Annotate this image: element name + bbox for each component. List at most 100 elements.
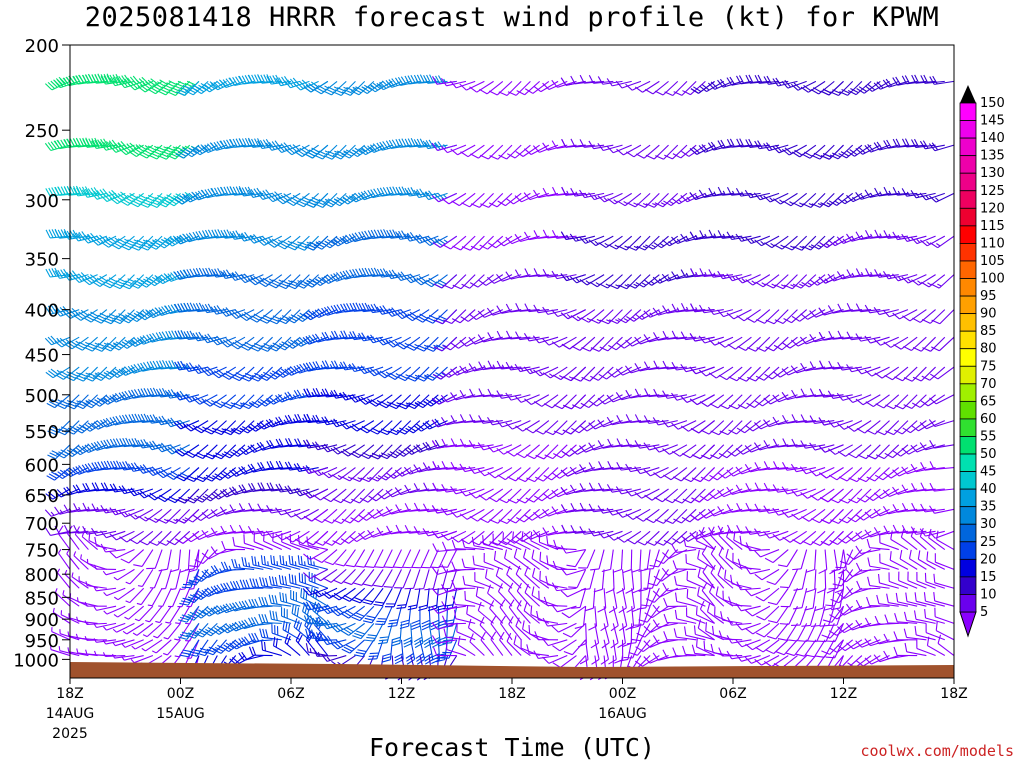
barb-flag (100, 75, 106, 85)
barb-flag (128, 438, 134, 448)
barb-flag (161, 239, 170, 245)
barb-staff (105, 549, 126, 553)
barb-half-flag (136, 602, 142, 606)
barb-flag (146, 310, 154, 319)
barb-staff (66, 533, 80, 550)
barb-flag (69, 186, 75, 195)
barb-flag (96, 397, 105, 404)
barb-staff (106, 192, 126, 203)
barb-half-flag (65, 339, 70, 343)
barb-staff (129, 587, 145, 603)
barb-flag (83, 403, 92, 409)
barb-half-flag (103, 342, 109, 346)
barb-flag (60, 229, 66, 238)
barb-flag (146, 494, 155, 501)
barb-staff (153, 569, 163, 589)
barb-flag (149, 333, 156, 342)
barb-flag (378, 639, 388, 642)
wind-barb (73, 503, 98, 512)
barb-flag (148, 541, 158, 546)
barb-flag (414, 588, 424, 591)
barb-flag (57, 372, 67, 379)
barb-flag (137, 491, 145, 499)
barb-flag (461, 558, 466, 568)
barb-flag (275, 611, 278, 621)
barb-half-flag (76, 372, 81, 375)
barb-flag (94, 139, 100, 149)
barb-flag (156, 242, 165, 249)
barb-flag (87, 313, 97, 319)
barb-half-flag (62, 590, 65, 595)
barb-half-flag (267, 561, 269, 566)
barb-flag (232, 536, 236, 546)
barb-flag (268, 594, 272, 604)
barb-half-flag (314, 84, 319, 88)
barb-flag (80, 272, 88, 280)
barb-flag (103, 460, 109, 470)
barb-flag (472, 555, 475, 565)
barb-flag (50, 305, 57, 314)
barb-flag (158, 443, 165, 452)
wind-barb (124, 605, 145, 620)
barb-flag (300, 556, 303, 566)
wind-barb (113, 568, 135, 581)
barb-half-flag (447, 372, 452, 377)
barb-flag (63, 272, 70, 281)
barb-flag (155, 332, 162, 341)
barb-flag (76, 343, 86, 349)
barb-flag (94, 482, 100, 491)
barb-staff (96, 444, 117, 451)
barb-flag (391, 642, 401, 647)
barb-flag (166, 154, 176, 160)
barb-half-flag (125, 581, 131, 585)
barb-flag (261, 641, 264, 651)
barb-flag (69, 447, 78, 454)
barb-staff (132, 420, 153, 424)
barb-half-flag (124, 238, 129, 242)
barb-staff (175, 569, 182, 589)
wind-barb (103, 622, 126, 631)
barb-flag (60, 400, 70, 405)
barb-staff (363, 549, 375, 568)
barb-flag (145, 196, 155, 202)
barb-flag (82, 74, 88, 84)
wind-barb (391, 623, 403, 647)
barb-flag (54, 267, 60, 277)
barb-flag (75, 484, 82, 493)
barb-flag (127, 463, 134, 472)
barb-half-flag (385, 371, 391, 376)
wind-barb (125, 587, 145, 604)
barb-flag (100, 241, 109, 248)
barb-staff (115, 639, 135, 647)
barb-flag (131, 149, 140, 156)
barb-flag (122, 198, 131, 205)
wind-barb (54, 588, 71, 607)
barb-flag (96, 441, 104, 449)
barb-flag (286, 635, 291, 645)
barb-flag (147, 79, 156, 87)
barb-flag (69, 339, 78, 346)
wind-barb (367, 639, 384, 660)
barb-staff (96, 587, 117, 592)
barb-flag (87, 275, 96, 283)
barb-flag (112, 438, 119, 448)
barb-half-flag (111, 653, 116, 659)
barb-flag (393, 566, 403, 569)
barb-flag (279, 592, 282, 602)
barb-staff (455, 568, 476, 571)
barb-flag (304, 540, 314, 546)
barb-flag (274, 595, 278, 605)
barb-flag (382, 653, 392, 657)
barb-flag (116, 280, 125, 285)
barb-flag (173, 84, 183, 90)
wind-barb (119, 530, 144, 543)
barb-flag (86, 344, 95, 350)
barb-half-flag (121, 656, 125, 661)
barb-flag (168, 198, 177, 205)
barb-flag (56, 79, 64, 88)
barb-flag (113, 343, 122, 349)
wind-barb (74, 526, 89, 550)
barb-flag (66, 341, 75, 348)
barb-flag (75, 232, 82, 241)
barb-half-flag (185, 622, 190, 625)
